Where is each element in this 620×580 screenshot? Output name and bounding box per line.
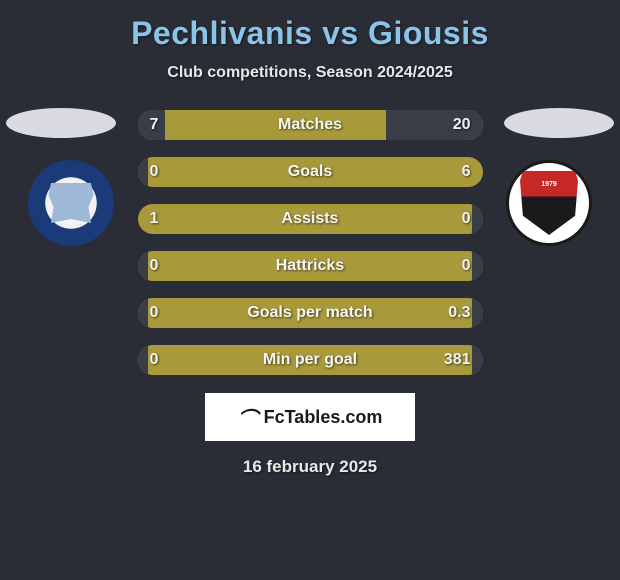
vs-separator: vs xyxy=(322,15,359,51)
stat-label: Assists xyxy=(138,210,483,228)
player1-club-crest xyxy=(28,160,114,246)
stat-row: 10Assists xyxy=(138,204,483,234)
subtitle: Club competitions, Season 2024/2025 xyxy=(167,64,452,82)
crest-left-map-icon xyxy=(46,183,96,223)
stat-label: Goals per match xyxy=(138,304,483,322)
stat-row: 06Goals xyxy=(138,157,483,187)
stat-row: 00Hattricks xyxy=(138,251,483,281)
player2-shadow-oval xyxy=(504,108,614,138)
branding-badge: ⌒ FcTables.com xyxy=(205,393,415,441)
stat-label: Goals xyxy=(138,163,483,181)
stat-row: 00.3Goals per match xyxy=(138,298,483,328)
player1-name: Pechlivanis xyxy=(131,15,313,51)
snapshot-date: 16 february 2025 xyxy=(243,457,377,477)
stats-list: 720Matches 06Goals 10Assists 00Hattricks 00.… xyxy=(138,110,483,375)
stat-label: Min per goal xyxy=(138,351,483,369)
stat-label: Matches xyxy=(138,116,483,134)
player1-shadow-oval xyxy=(6,108,116,138)
main-area: 720Matches 06Goals 10Assists 00Hattricks 00.… xyxy=(0,110,620,375)
stat-row: 0381Min per goal xyxy=(138,345,483,375)
page-title: Pechlivanis vs Giousis xyxy=(131,15,489,52)
branding-text: FcTables.com xyxy=(264,407,383,428)
stat-row: 720Matches xyxy=(138,110,483,140)
comparison-card: Pechlivanis vs Giousis Club competitions… xyxy=(0,0,620,477)
stat-label: Hattricks xyxy=(138,257,483,275)
player2-club-crest xyxy=(506,160,592,246)
branding-logo-icon: ⌒ xyxy=(238,403,258,432)
player2-name: Giousis xyxy=(368,15,489,51)
crest-right-shield-icon xyxy=(520,171,578,235)
